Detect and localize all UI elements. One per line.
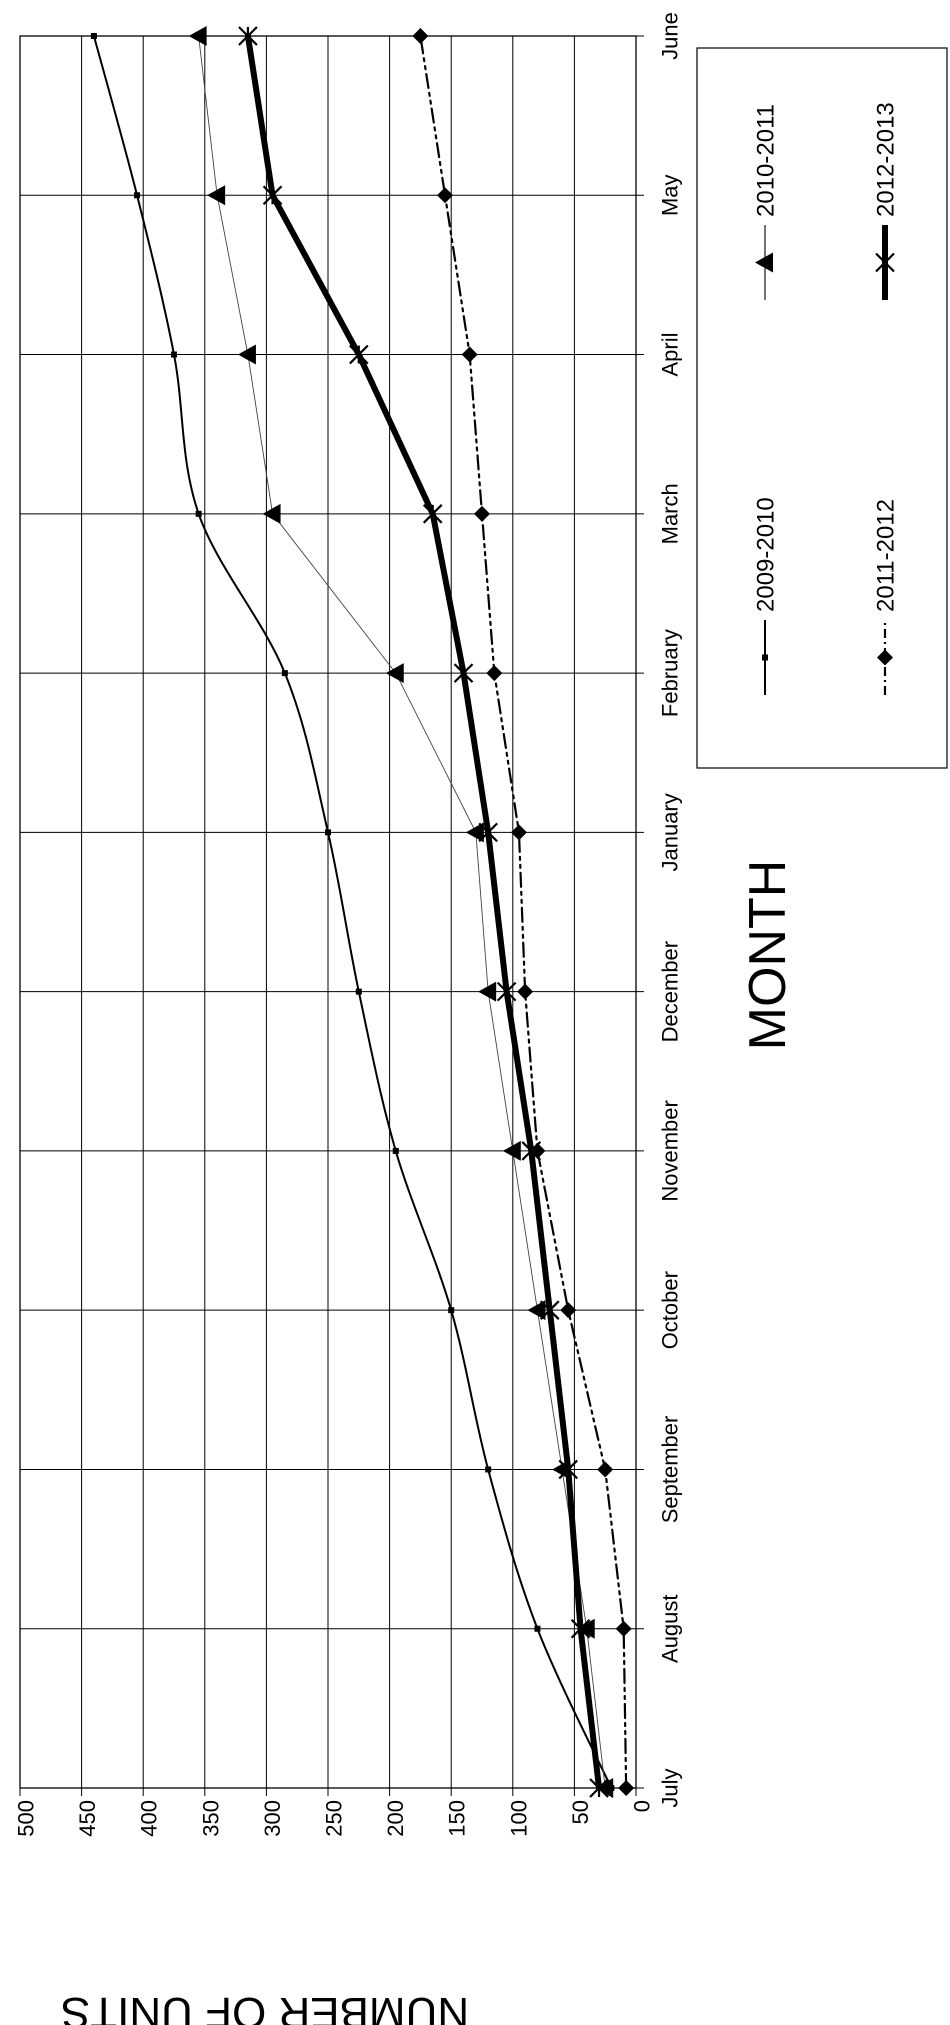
y-tick-label: 150 bbox=[445, 1800, 470, 1837]
y-tick-label: 50 bbox=[568, 1800, 593, 1824]
x-tick-label: September bbox=[658, 1416, 683, 1524]
triangle-marker bbox=[188, 26, 207, 46]
asterisk-marker bbox=[558, 1459, 579, 1480]
asterisk-marker bbox=[539, 1300, 560, 1320]
x-tick-label: December bbox=[658, 941, 683, 1042]
triangle-marker bbox=[478, 981, 497, 1002]
diamond-marker bbox=[412, 28, 429, 44]
asterisk-marker bbox=[422, 504, 443, 524]
diamond-marker bbox=[510, 824, 527, 841]
y-axis-title: NUMBER OF UNITS bbox=[61, 1988, 469, 2025]
x-tick-label: March bbox=[658, 483, 683, 544]
diamond-marker bbox=[618, 1780, 635, 1796]
x-tick-label: April bbox=[658, 333, 683, 377]
legend-label: 2012-2013 bbox=[872, 102, 899, 217]
y-tick-label: 300 bbox=[260, 1800, 285, 1837]
x-tick-label: October bbox=[658, 1271, 683, 1349]
diamond-marker bbox=[486, 665, 503, 682]
series-2010-2011 bbox=[188, 26, 614, 1798]
y-tick-label: 450 bbox=[75, 1800, 100, 1837]
series-line bbox=[198, 35, 606, 1789]
triangle-marker bbox=[595, 1778, 614, 1798]
asterisk-marker bbox=[349, 344, 369, 365]
legend: 2009-2010 2010-2011 2011-2012 2012-2013 bbox=[696, 47, 948, 769]
legend-item: 2011-2012 bbox=[872, 499, 899, 695]
square-marker bbox=[195, 510, 202, 517]
x-tick-label: November bbox=[658, 1100, 683, 1201]
square-marker bbox=[762, 654, 768, 661]
diamond-marker bbox=[474, 505, 490, 522]
triangle-marker bbox=[385, 663, 404, 684]
triangle-marker bbox=[527, 1300, 546, 1321]
legend-item: 2012-2013 bbox=[872, 102, 899, 300]
asterisk-marker bbox=[521, 1141, 542, 1161]
square-marker bbox=[448, 1307, 455, 1314]
y-tick-label: 200 bbox=[383, 1800, 408, 1837]
x-tick-label: August bbox=[658, 1594, 683, 1663]
series-line bbox=[92, 35, 613, 1789]
asterisk-marker bbox=[875, 252, 895, 273]
square-marker bbox=[355, 988, 362, 995]
legend-box bbox=[696, 47, 948, 769]
diamond-marker bbox=[877, 649, 893, 666]
asterisk-marker bbox=[570, 1618, 591, 1639]
asterisk-marker bbox=[238, 26, 258, 46]
diamond-marker bbox=[437, 187, 454, 204]
y-tick-label: 250 bbox=[322, 1800, 347, 1837]
x-tick-label: July bbox=[658, 1768, 683, 1807]
plot-area bbox=[19, 26, 644, 1798]
triangle-marker bbox=[755, 252, 773, 273]
x-tick-label: June bbox=[658, 12, 683, 60]
diamond-marker bbox=[517, 983, 534, 1000]
legend-label: 2010-2011 bbox=[752, 104, 779, 217]
y-tick-label: 100 bbox=[506, 1800, 531, 1837]
square-marker bbox=[485, 1466, 492, 1473]
triangle-marker bbox=[262, 503, 281, 524]
diamond-marker bbox=[461, 346, 478, 363]
asterisk-marker bbox=[262, 185, 283, 206]
square-marker bbox=[90, 33, 97, 39]
y-tick-labels: 0 50 100 150 200 250 300 350 400 450 500 bbox=[14, 1800, 655, 1837]
asterisk-marker bbox=[496, 981, 517, 1002]
series-2012-2013 bbox=[238, 26, 609, 1798]
asterisk-marker bbox=[589, 1778, 609, 1798]
triangle-marker bbox=[465, 822, 484, 843]
y-tick-label: 400 bbox=[137, 1800, 162, 1837]
legend-item: 2010-2011 bbox=[752, 104, 779, 300]
square-marker bbox=[134, 192, 141, 199]
square-marker bbox=[171, 351, 177, 358]
x-tick-label: February bbox=[658, 629, 683, 717]
triangle-marker bbox=[576, 1618, 595, 1639]
x-tick-label: May bbox=[658, 174, 683, 216]
series-line bbox=[419, 34, 628, 1790]
series-line bbox=[244, 33, 603, 1791]
asterisk-marker bbox=[478, 822, 498, 843]
square-marker bbox=[534, 1625, 541, 1632]
x-tick-labels: July August September October November Decemb… bbox=[658, 12, 683, 1807]
diamond-marker bbox=[615, 1620, 632, 1637]
square-marker bbox=[325, 829, 331, 836]
square-marker bbox=[392, 1147, 399, 1154]
asterisk-marker bbox=[453, 663, 474, 683]
y-tick-label: 0 bbox=[630, 1800, 655, 1812]
legend-items: 2009-2010 2010-2011 2011-2012 2012-2013 bbox=[752, 102, 899, 695]
legend-label: 2009-2010 bbox=[752, 497, 779, 612]
legend-item: 2009-2010 bbox=[752, 497, 779, 695]
y-tick-label: 350 bbox=[198, 1800, 223, 1837]
diamond-marker bbox=[560, 1302, 577, 1319]
y-tick-label: 500 bbox=[14, 1800, 39, 1837]
diamond-marker bbox=[597, 1461, 614, 1478]
series-2009-2010 bbox=[90, 33, 615, 1791]
triangle-marker bbox=[207, 185, 226, 206]
triangle-marker bbox=[502, 1140, 521, 1161]
legend-label: 2011-2012 bbox=[872, 499, 899, 612]
series-2011-2012 bbox=[412, 28, 635, 1796]
triangle-marker bbox=[237, 344, 256, 365]
x-tick-label: January bbox=[658, 793, 683, 871]
square-marker bbox=[281, 670, 288, 677]
x-axis-title: MONTH bbox=[739, 860, 797, 1051]
